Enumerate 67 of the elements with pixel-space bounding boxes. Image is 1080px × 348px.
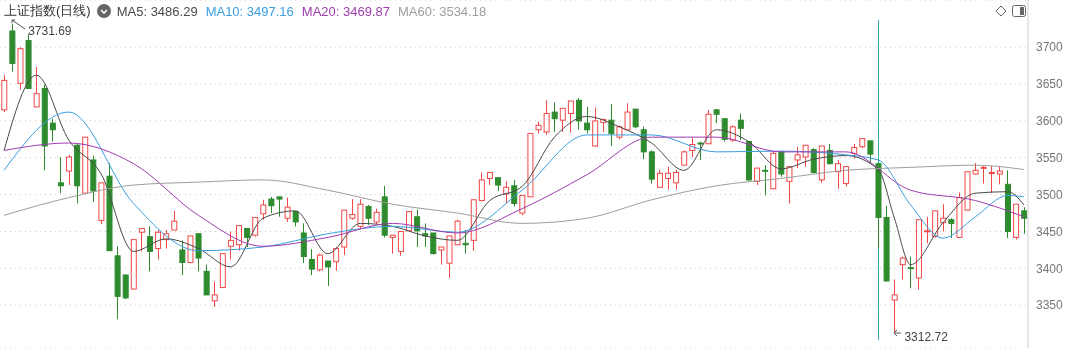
- candlestick: [559, 107, 566, 133]
- candlestick: [260, 199, 267, 221]
- candlestick: [843, 166, 850, 188]
- candlestick: [300, 222, 307, 264]
- candlestick: [138, 228, 145, 252]
- candlestick: [891, 278, 898, 334]
- candlestick: [122, 273, 129, 300]
- candlestick: [988, 165, 995, 194]
- y-tick-label: 3400: [1036, 261, 1064, 276]
- candlestick: [389, 234, 396, 255]
- candlestick: [325, 260, 332, 287]
- text: MA20: 3469.87: [301, 3, 390, 19]
- y-tick-label: 3700: [1036, 40, 1064, 55]
- candlestick: [948, 217, 955, 239]
- candlestick: [284, 197, 291, 223]
- text: MA60: 3534.18: [398, 3, 487, 19]
- candlestick: [365, 204, 372, 226]
- line-series: [3, 164, 1025, 224]
- candlestick: [762, 164, 769, 196]
- candlestick: [422, 222, 429, 248]
- candlestick: [907, 256, 914, 289]
- candlestick: [244, 228, 251, 248]
- annotation: 3731.69: [28, 23, 72, 38]
- candlestick: [397, 231, 404, 257]
- y-tick-label: 3600: [1036, 114, 1064, 129]
- text: MA5: 3486.29: [116, 3, 198, 19]
- y-tick-label: 3650: [1036, 77, 1064, 92]
- candlestick: [519, 194, 526, 216]
- candlestick: [236, 225, 243, 252]
- candlestick: [211, 281, 218, 308]
- candlestick: [349, 198, 356, 221]
- candlestick: [146, 225, 153, 272]
- candlestick: [33, 66, 40, 108]
- candlestick: [608, 103, 615, 147]
- candlestick: [227, 231, 234, 261]
- y-tick-label: 3550: [1036, 151, 1064, 166]
- line-series: [3, 111, 1025, 252]
- candlestick: [584, 106, 591, 134]
- annotation: 3312.72: [904, 329, 948, 344]
- candlestick: [665, 166, 672, 190]
- y-tick-label: 3450: [1036, 224, 1064, 239]
- candlestick: [567, 100, 574, 134]
- candlestick: [57, 156, 64, 194]
- candlestick: [867, 140, 874, 165]
- candlestick: [996, 165, 1003, 185]
- candlestick: [673, 169, 680, 190]
- candlestick: [155, 229, 162, 261]
- candlestick: [171, 210, 178, 231]
- candlestick: [786, 166, 793, 204]
- text: MA10: 3497.16: [205, 3, 294, 19]
- line-series: [3, 74, 1025, 268]
- candlestick: [575, 97, 582, 131]
- y-tick-label: 3500: [1036, 187, 1064, 202]
- candlestick: [1021, 206, 1028, 235]
- y-tick-label: 3350: [1036, 298, 1064, 313]
- candlestick: [478, 172, 485, 202]
- candlestick: [924, 216, 931, 244]
- candlestick: [49, 118, 56, 143]
- candlestick: [551, 101, 558, 133]
- candlestick: [357, 198, 364, 230]
- chart-title: 上证指数(日线): [4, 2, 91, 20]
- candlestick: [308, 248, 315, 276]
- candlestick: [179, 239, 186, 276]
- candlestick: [737, 113, 744, 141]
- candlestick: [203, 264, 210, 296]
- candlestick: [632, 108, 639, 129]
- candlestick: [66, 154, 73, 186]
